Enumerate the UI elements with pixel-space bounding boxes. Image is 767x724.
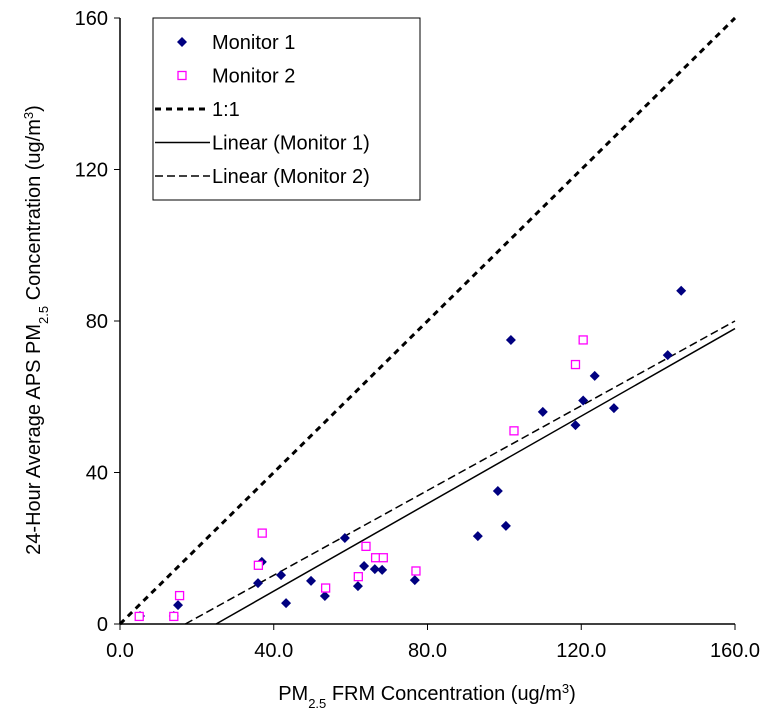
point	[253, 560, 264, 570]
point	[589, 370, 600, 381]
point	[359, 561, 370, 572]
point	[472, 531, 483, 542]
point	[409, 575, 420, 586]
point	[578, 335, 588, 345]
y-tick-label: 40	[86, 463, 108, 485]
line	[184, 320, 736, 625]
point	[369, 564, 380, 575]
x-tick-label: 40.0	[254, 640, 293, 662]
label-sub: 2.5	[36, 306, 51, 324]
label-sup: 3	[562, 681, 569, 696]
point	[570, 359, 581, 370]
x-tick-label: 160.0	[710, 640, 760, 662]
y-tick-label: 120	[75, 160, 108, 182]
point	[492, 486, 503, 497]
point	[676, 285, 687, 296]
point	[320, 583, 331, 593]
point	[306, 575, 317, 586]
legend-label: Linear (Monitor 1)	[212, 133, 370, 155]
point	[377, 564, 388, 575]
point	[411, 566, 421, 576]
point	[173, 600, 184, 611]
x-tick-label: 120.0	[556, 640, 606, 662]
point	[169, 611, 179, 622]
legend-box	[152, 17, 421, 201]
point	[370, 553, 381, 563]
point	[281, 598, 292, 609]
point	[174, 590, 185, 601]
point	[339, 533, 350, 544]
point	[257, 528, 267, 538]
point	[353, 572, 363, 582]
point	[134, 611, 144, 622]
x-tick-label: 80.0	[408, 640, 447, 662]
line	[118, 16, 737, 626]
point	[505, 334, 516, 345]
label-part: FRM Concentration (ug/m	[326, 683, 562, 705]
line	[215, 327, 736, 625]
legend-label: 1:1	[212, 99, 240, 121]
point	[662, 350, 673, 361]
label-part: )	[569, 683, 576, 705]
legend-label: Linear (Monitor 2)	[212, 166, 370, 188]
label-part: 24-Hour Average APS PM	[23, 324, 45, 555]
label-part: )	[23, 105, 45, 112]
y-tick-label: 80	[86, 311, 108, 333]
point	[319, 590, 330, 601]
legend-label: Monitor 2	[212, 66, 295, 88]
legend-label: Monitor 1	[212, 32, 295, 54]
point	[500, 520, 511, 531]
y-tick-label: 160	[75, 8, 108, 30]
point	[570, 420, 581, 431]
point	[361, 541, 371, 552]
legend-marker	[177, 37, 187, 47]
label-sup: 3	[21, 112, 36, 119]
x-tick-label: 0.0	[106, 640, 134, 662]
point	[252, 578, 263, 589]
y-axis-label: 24-Hour Average APS PM2.5 Concentration …	[21, 105, 51, 555]
y-tick-label: 0	[97, 614, 108, 636]
point	[608, 403, 619, 414]
label-part: PM	[278, 683, 308, 705]
label-part: Concentration (ug/m	[23, 119, 45, 306]
point	[352, 581, 363, 592]
point	[578, 395, 589, 406]
legend-marker	[177, 70, 187, 81]
point	[537, 406, 548, 417]
x-axis-label: PM2.5 FRM Concentration (ug/m3)	[278, 681, 576, 711]
point	[276, 570, 287, 581]
label-sub: 2.5	[308, 696, 326, 711]
point	[378, 553, 388, 563]
point	[509, 426, 519, 436]
